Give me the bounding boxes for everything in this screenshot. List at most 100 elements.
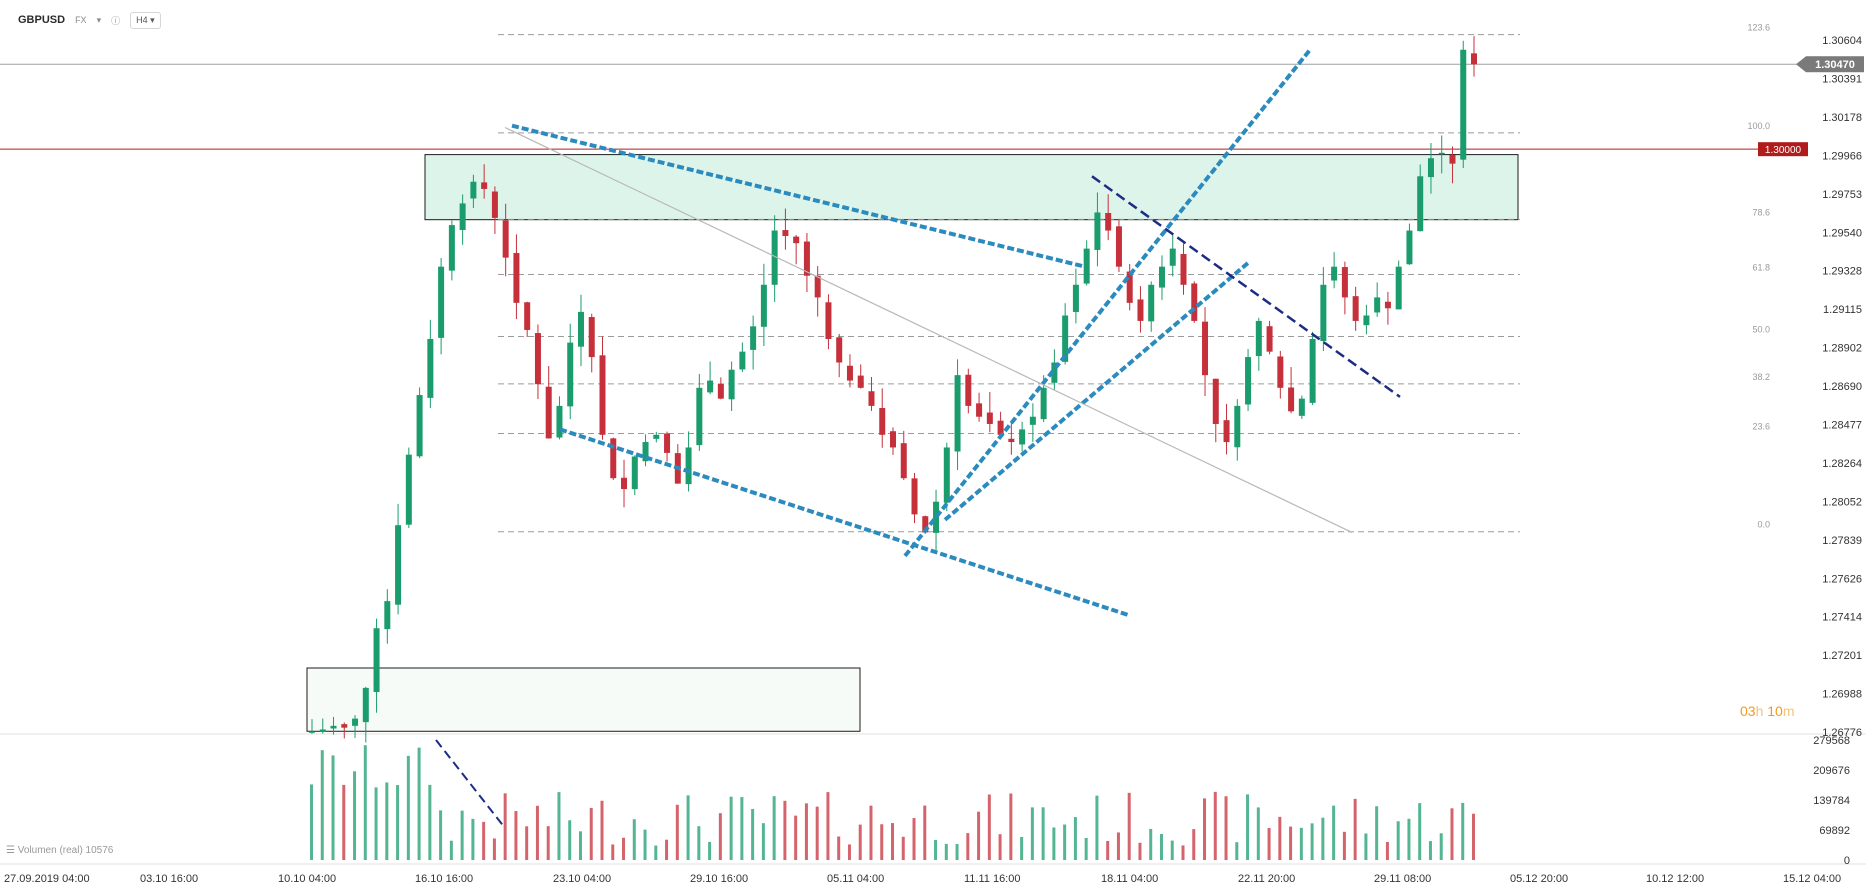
volume-bar (966, 833, 970, 860)
candle-body (997, 420, 1004, 435)
candle-body (1191, 283, 1198, 321)
candle-body (793, 236, 800, 244)
volume-bar (1407, 818, 1411, 860)
time-tick-3: 16.10 16:00 (415, 873, 473, 885)
candle-body (1202, 321, 1209, 376)
candle-body (1406, 230, 1413, 265)
volume-bar (1310, 823, 1314, 860)
volume-bar (912, 818, 916, 860)
zone-1 (424, 154, 1519, 221)
volume-bar (1009, 793, 1013, 860)
volume-bar (1428, 841, 1432, 860)
volume-bar (514, 811, 518, 860)
candle-body (965, 374, 972, 406)
volume-bar (1385, 841, 1389, 860)
candle-body (1019, 429, 1026, 445)
time-tick-11: 05.12 20:00 (1510, 873, 1568, 885)
volume-bar (374, 787, 378, 860)
volume-bar (1321, 817, 1325, 860)
candle-body (481, 182, 488, 189)
time-tick-10: 29.11 08:00 (1374, 873, 1431, 885)
volume-bar (460, 810, 464, 860)
volume-bar (471, 818, 475, 860)
price-tick-7: 1.29115 (1823, 304, 1862, 316)
candle-body (685, 447, 692, 485)
price-tick-9: 1.28690 (1822, 381, 1862, 393)
price-tick-3: 1.29966 (1822, 150, 1862, 162)
fib-label-6: 23.6 (1752, 422, 1770, 432)
market-badge[interactable]: FX (75, 15, 87, 25)
volume-bar (449, 840, 453, 860)
candle-body (642, 442, 649, 462)
volume-bar (804, 803, 808, 860)
candle-body (1320, 284, 1327, 342)
volume-tick-0: 279568 (1813, 735, 1850, 747)
volume-bar (1267, 828, 1271, 860)
volume-bar (632, 819, 636, 860)
candle-body (1234, 405, 1241, 448)
time-tick-2: 10.10 04:00 (278, 873, 336, 885)
volume-bar (1224, 796, 1228, 860)
volume-bar (772, 796, 776, 860)
volume-bar (1041, 807, 1045, 860)
candle-body (1395, 266, 1402, 310)
volume-bar (761, 823, 765, 860)
candle-body (664, 433, 671, 453)
candle-body (922, 516, 929, 533)
volume-bar (1063, 824, 1067, 860)
volume-bar (847, 844, 851, 860)
price-tick-13: 1.27839 (1822, 535, 1862, 547)
chevron-down-icon[interactable]: ▾ (96, 14, 102, 25)
volume-bar (944, 843, 948, 860)
price-tick-12: 1.28052 (1822, 496, 1862, 508)
time-tick-13: 15.12 04:00 (1783, 873, 1841, 885)
volume-bar (363, 745, 367, 860)
price-tick-4: 1.29753 (1822, 189, 1862, 201)
candle-body (1115, 226, 1122, 267)
volume-bar (718, 813, 722, 860)
timeframe-select[interactable]: H4 ▾ (130, 11, 161, 29)
volume-bar (1213, 791, 1217, 860)
candle-body (1255, 320, 1262, 357)
volume-bar (934, 839, 938, 860)
candle-body (427, 338, 434, 398)
candle-body (330, 725, 337, 729)
candle-body (319, 729, 326, 732)
price-tick-18: 1.26776 (1822, 727, 1862, 739)
candle-body (653, 434, 660, 439)
price-tick-11: 1.28264 (1822, 458, 1862, 470)
candle-body (1062, 315, 1069, 362)
symbol-label[interactable]: GBPUSD (18, 14, 66, 26)
info-icon[interactable]: ⓘ (111, 15, 121, 26)
volume-bar (1192, 829, 1196, 860)
candle-body (1072, 284, 1079, 312)
volume-bar (482, 821, 486, 860)
volume-bar (987, 794, 991, 860)
level-flag-text: 1.30000 (1765, 145, 1802, 156)
volume-bar (1106, 840, 1110, 860)
volume-bar (1289, 826, 1293, 860)
volume-bar (1461, 802, 1465, 860)
time-tick-6: 05.11 04:00 (827, 873, 884, 885)
fib-label-4: 50.0 (1752, 324, 1770, 334)
candle-body (502, 220, 509, 258)
trendline-volume-navy (435, 739, 506, 829)
volume-bar (396, 785, 400, 860)
trendline-upper-channel (511, 123, 1086, 269)
price-tick-2: 1.30178 (1822, 112, 1862, 124)
candle-body (352, 718, 359, 726)
volume-bar (1246, 794, 1250, 860)
candle-body (459, 203, 466, 231)
candle-body (1029, 416, 1036, 425)
volume-bar (955, 844, 959, 860)
volume-bar (1353, 798, 1357, 860)
candle-body (846, 365, 853, 381)
volume-bar (1030, 807, 1034, 860)
volume-bar (826, 792, 830, 860)
volume-bar (654, 845, 658, 860)
volume-bar (503, 793, 507, 860)
volume-bar (708, 841, 712, 860)
candle-body (1158, 266, 1165, 288)
